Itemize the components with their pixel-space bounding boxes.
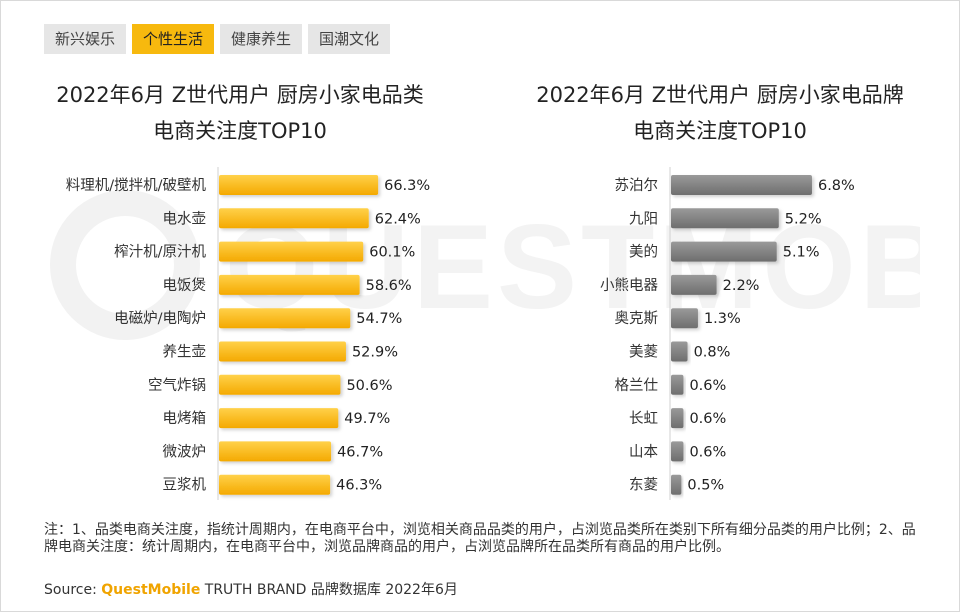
brand-chart-title-line2: 电商关注度TOP10 (633, 119, 807, 143)
category-value-label: 46.3% (336, 478, 382, 494)
brand-chart-title-line1: 2022年6月 Z世代用户 厨房小家电品牌 (536, 83, 904, 107)
brand-category-label: 小熊电器 (600, 277, 658, 294)
category-bar (219, 441, 332, 462)
brand-bar (671, 274, 717, 295)
category-category-label: 电磁炉/电陶炉 (114, 310, 206, 327)
category-category-label: 养生壶 (163, 344, 207, 361)
brand-category-label: 山本 (629, 443, 658, 460)
category-bar (219, 308, 351, 329)
brand-value-label: 2.2% (723, 278, 760, 294)
brand-category-label: 美的 (629, 244, 658, 261)
category-category-label: 电饭煲 (163, 277, 207, 294)
category-chart-title-line2: 电商关注度TOP10 (153, 119, 327, 143)
brand-value-label: 0.6% (689, 378, 726, 394)
category-value-label: 62.4% (375, 211, 421, 227)
footnote: 注：1、品类电商关注度，指统计周期内，在电商平台中，浏览相关商品品类的用户，占浏… (44, 522, 916, 555)
category-bar (219, 208, 369, 229)
brand-value-label: 0.6% (689, 444, 726, 460)
brand-chart-title: 2022年6月 Z世代用户 厨房小家电品牌 电商关注度TOP10 (500, 77, 940, 149)
brand-category-label: 东菱 (629, 477, 658, 494)
category-chart-title: 2022年6月 Z世代用户 厨房小家电品类 电商关注度TOP10 (20, 77, 460, 149)
category-value-label: 46.7% (337, 444, 383, 460)
brand-bar (671, 175, 812, 195)
brand-category-label: 九阳 (629, 210, 658, 227)
source-line: Source: QuestMobile TRUTH BRAND 品牌数据库 20… (44, 579, 458, 599)
brand-category-label: 美菱 (629, 344, 658, 361)
brand-bar (671, 408, 684, 429)
brand-value-label: 0.6% (689, 411, 726, 427)
category-bar (219, 175, 379, 195)
category-value-label: 52.9% (352, 345, 398, 361)
source-label: Source: (44, 582, 97, 598)
tab-xinxing-yule[interactable]: 新兴娱乐 (44, 24, 127, 54)
brand-bar (671, 374, 684, 395)
brand-value-label: 0.8% (694, 345, 731, 361)
brand-category-label: 格兰仕 (615, 377, 659, 394)
brand-bar (671, 474, 682, 495)
brand-value-label: 5.2% (785, 211, 822, 227)
brand-category-label: 奥克斯 (615, 310, 659, 327)
category-bar (219, 474, 331, 495)
brand-bar (671, 441, 684, 462)
category-bar-chart: 料理机/搅拌机/破壁机 66.3% 电水壶 62.4% 榨汁机/原汁机 60.1% 电饭煲 5… (66, 167, 430, 500)
category-category-label: 榨汁机/原汁机 (114, 243, 206, 261)
brand-value-label: 5.1% (783, 245, 820, 261)
category-bar (219, 341, 346, 362)
brand-bar-chart: 苏泊尔 6.8% 九阳 5.2% 美的 5.1% 小熊电器 2.2% 奥克斯 1.3% 美菱 0.8%… (600, 167, 855, 500)
category-bar (219, 408, 339, 429)
category-category-label: 电水壶 (163, 210, 207, 227)
brand-category-label: 苏泊尔 (615, 177, 659, 194)
category-category-label: 空气炸锅 (148, 377, 206, 394)
category-value-label: 66.3% (384, 178, 430, 194)
category-value-label: 49.7% (344, 411, 390, 427)
tab-gexing-shenghuo[interactable]: 个性生活 (132, 24, 215, 54)
category-category-label: 微波炉 (163, 443, 207, 460)
category-value-label: 60.1% (369, 245, 415, 261)
category-value-label: 50.6% (346, 378, 392, 394)
brand-bar (671, 241, 777, 262)
tab-bar: 新兴娱乐 个性生活 健康养生 国潮文化 (44, 24, 391, 54)
category-category-label: 电烤箱 (163, 410, 207, 427)
tab-jiankang-yangsheng[interactable]: 健康养生 (220, 24, 303, 54)
brand-category-label: 长虹 (629, 410, 658, 427)
category-bar (219, 274, 360, 295)
brand-bar (671, 308, 698, 329)
source-brand: QuestMobile (101, 582, 201, 598)
category-value-label: 54.7% (356, 311, 402, 327)
category-bar (219, 241, 364, 262)
category-value-label: 58.6% (366, 278, 412, 294)
category-category-label: 豆浆机 (163, 476, 207, 494)
brand-value-label: 1.3% (704, 311, 741, 327)
brand-value-label: 6.8% (818, 178, 855, 194)
category-chart-title-line1: 2022年6月 Z世代用户 厨房小家电品类 (56, 83, 424, 107)
source-rest: TRUTH BRAND 品牌数据库 2022年6月 (204, 582, 458, 598)
brand-bar (671, 341, 688, 362)
category-bar (219, 374, 341, 395)
brand-bar (671, 208, 779, 229)
category-category-label: 料理机/搅拌机/破壁机 (66, 177, 207, 194)
brand-value-label: 0.5% (687, 478, 724, 494)
tab-guochao-wenhua[interactable]: 国潮文化 (308, 24, 391, 54)
